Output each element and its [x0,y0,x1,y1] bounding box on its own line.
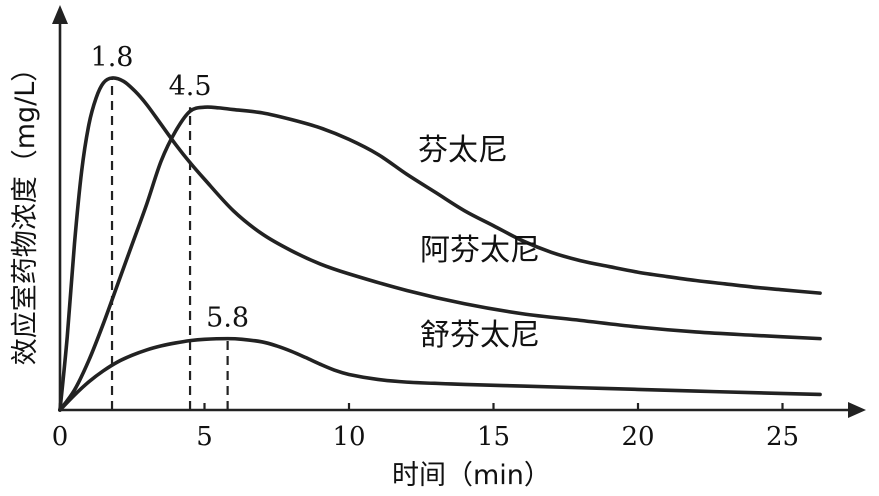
x-tick-label-5: 5 [196,422,213,452]
y-axis-title: 效应室药物浓度（mg/L） [10,55,41,366]
x-tick-label-0: 0 [52,422,69,452]
x-tick-label-25: 25 [766,422,799,452]
x-axis-title: 时间（min） [392,460,551,491]
peak-label-alfentanil: 1.8 [91,42,134,73]
peak-guide-lines [110,78,229,410]
peak-label-sufentanil: 5.8 [206,303,249,334]
series-label-sufentanil: 舒芬太尼 [420,318,540,353]
x-tick-label-20: 20 [621,422,654,452]
x-axis-arrow [848,402,866,418]
curve-fentanyl [58,105,822,412]
x-tick-label-10: 10 [332,422,365,452]
series-label-fentanyl: 芬太尼 [418,133,508,168]
y-axis-arrow [52,5,68,24]
peak-label-fentanyl: 4.5 [169,71,212,102]
x-axis-ticks: 0 5 10 15 20 25 [52,403,799,452]
x-tick-label-15: 15 [477,422,510,452]
series-label-alfentanil: 阿芬太尼 [420,233,540,268]
series-curves [58,76,822,412]
curve-alfentanil [58,76,822,412]
curve-sufentanil [58,336,822,412]
peak-time-labels: 4.5 1.8 5.8 [91,42,250,334]
